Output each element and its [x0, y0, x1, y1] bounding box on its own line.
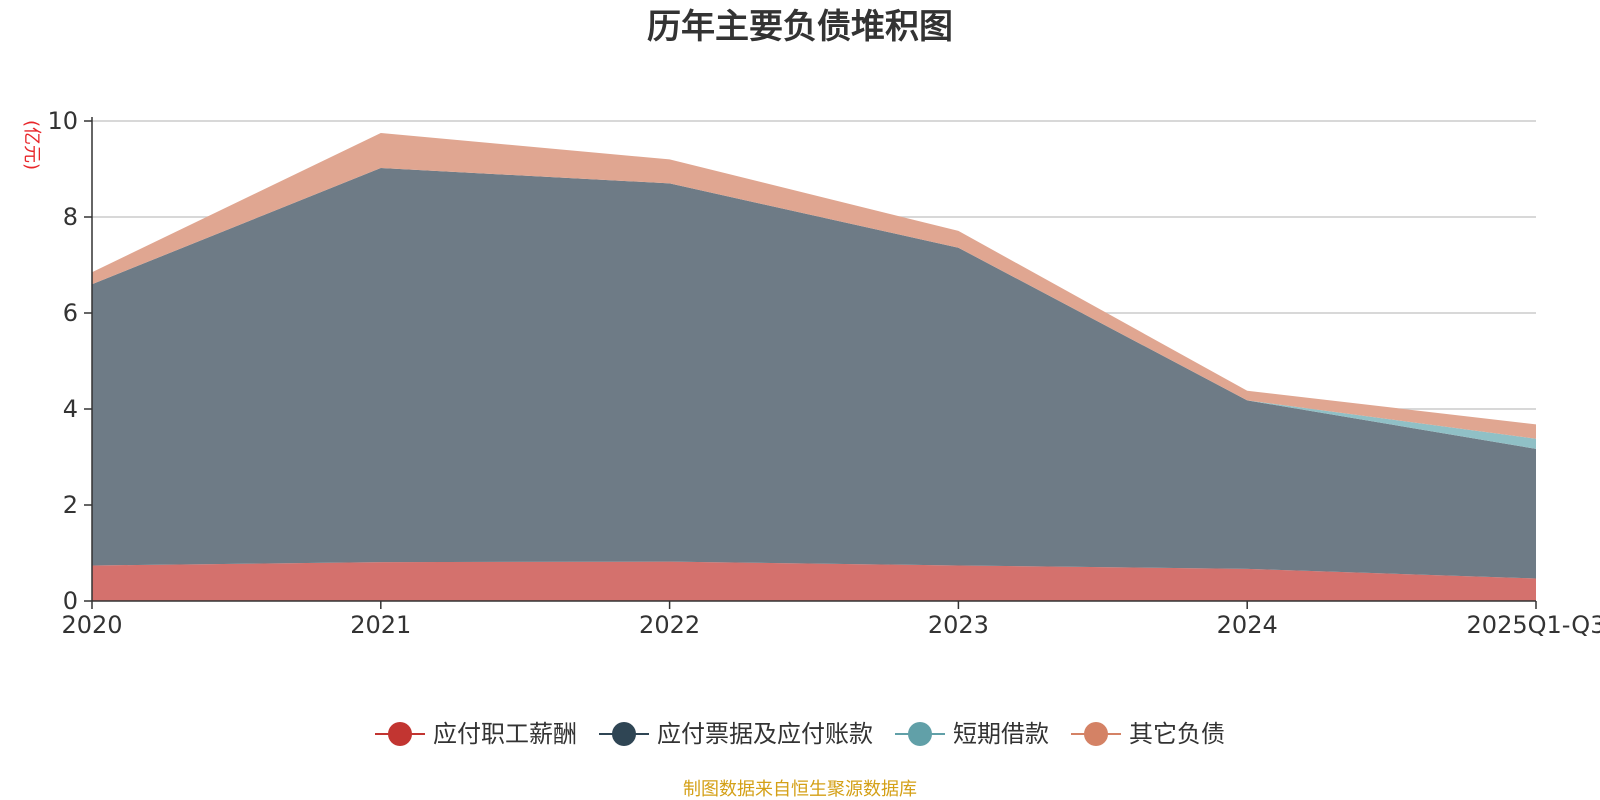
legend-label: 应付职工薪酬	[433, 720, 577, 748]
legend-circle-marker	[612, 722, 636, 746]
legend-item-1[interactable]: 应付职工薪酬	[375, 720, 577, 748]
area-4	[92, 133, 1536, 439]
legend-item-3[interactable]: 短期借款	[895, 720, 1049, 748]
y-tick-label: 2	[63, 491, 78, 519]
legend-circle-marker	[908, 722, 932, 746]
legend-label: 应付票据及应付账款	[657, 720, 873, 748]
x-tick-label: 2025Q1-Q3	[1467, 611, 1600, 639]
y-tick-label: 4	[63, 395, 78, 423]
y-tick-label: 10	[47, 107, 78, 135]
axes: 0 2 4 6 8 10 2020 2021 2022 2023 2024 2025Q1-Q3	[47, 107, 1600, 639]
area-series	[92, 133, 1536, 601]
legend-label: 短期借款	[953, 720, 1049, 748]
x-tick-label: 2020	[61, 611, 122, 639]
x-tick-label: 2021	[350, 611, 411, 639]
area-3	[92, 168, 1536, 449]
chart-title: 历年主要负债堆积图	[647, 7, 953, 47]
x-tick-label: 2023	[928, 611, 989, 639]
legend[interactable]: 应付职工薪酬 应付票据及应付账款 短期借款 其它负债	[375, 720, 1225, 748]
legend-item-2[interactable]: 应付票据及应付账款	[599, 720, 873, 748]
legend-circle-marker	[1084, 722, 1108, 746]
legend-label: 其它负债	[1129, 720, 1225, 748]
y-tick-label: 8	[63, 203, 78, 231]
x-tick-label: 2022	[639, 611, 700, 639]
area-1	[92, 561, 1536, 601]
y-axis-unit-label: (亿元)	[21, 120, 42, 170]
area-2	[92, 168, 1536, 579]
legend-item-4[interactable]: 其它负债	[1071, 720, 1225, 748]
x-tick-label: 2024	[1217, 611, 1278, 639]
y-tick-label: 0	[63, 587, 78, 615]
legend-circle-marker	[388, 722, 412, 746]
y-tick-label: 6	[63, 299, 78, 327]
data-source-note: 制图数据来自恒生聚源数据库	[683, 779, 917, 800]
